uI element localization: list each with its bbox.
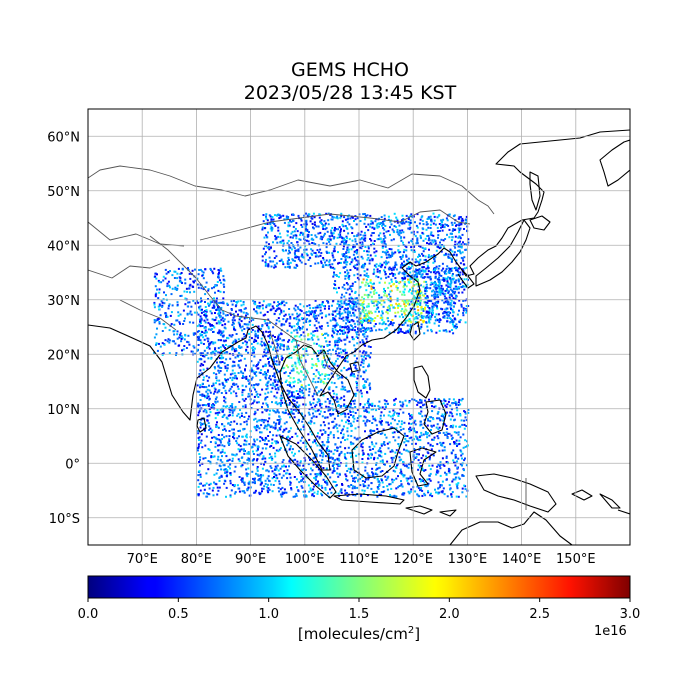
sulawesi-coastline [409, 447, 437, 487]
lon-tick-label: 90°E [235, 552, 266, 567]
lon-tick-label: 120°E [393, 552, 433, 567]
lon-tick-labels: 70°E 80°E 90°E 100°E 110°E 120°E 130°E 140°E 150… [127, 552, 596, 567]
lon-tick-label: 70°E [127, 552, 158, 567]
lat-tick-labels: 60°N 50°N 40°N 30°N 20°N 10°N 0° 10°S [47, 130, 80, 527]
asia-coastline [88, 129, 630, 471]
colorbar-tick-label: 0.5 [168, 607, 189, 622]
australia-coastline [449, 511, 573, 545]
lat-tick-label: 10°S [49, 512, 80, 527]
coastlines [88, 129, 630, 545]
unit-suffix: ] [414, 625, 421, 643]
lon-tick-label: 140°E [502, 552, 542, 567]
unit-power: 2 [407, 625, 415, 636]
map-frame [87, 108, 631, 546]
map-title: GEMS HCHO [290, 59, 410, 81]
taiwan-coastline [409, 321, 421, 341]
lon-tick-label: 100°E [285, 552, 325, 567]
lat-tick-label: 0° [65, 457, 80, 472]
java-coastline [333, 493, 405, 505]
lat-tick-label: 40°N [47, 239, 80, 254]
colorbar-unit-label: [molecules/cm2] [0, 625, 700, 643]
lon-tick-label: 150°E [556, 552, 596, 567]
border-mongolia [199, 209, 471, 241]
colorbar-tick-label: 2.0 [439, 607, 460, 622]
map-subtitle: 2023/05/28 13:45 KST [243, 82, 457, 104]
colorbar-tick-label: 3.0 [620, 607, 641, 622]
country-borders [88, 165, 527, 510]
lon-tick-label: 130°E [448, 552, 488, 567]
solomon-coastline [571, 489, 630, 515]
hcho-data-layer [153, 212, 470, 498]
sri-lanka-coastline [196, 417, 207, 433]
philippines-coastline [413, 365, 447, 435]
new-guinea-coastline [475, 473, 557, 513]
sakhalin-coastline [529, 171, 541, 211]
borneo-coastline [351, 427, 405, 479]
colorbar-ticks: 0.0 0.5 1.0 1.5 2.0 2.5 3.0 [78, 598, 641, 622]
lat-tick-label: 30°N [47, 294, 80, 309]
border-russia [88, 165, 495, 215]
lat-tick-label: 20°N [47, 348, 80, 363]
lat-tick-label: 50°N [47, 185, 80, 200]
lon-tick-label: 80°E [181, 552, 212, 567]
colorbar-tick-label: 1.5 [349, 607, 370, 622]
hokkaido-coastline [529, 215, 551, 231]
colorbar-tick-label: 2.5 [529, 607, 550, 622]
japan-coastline [475, 219, 531, 287]
kamchatka-coastline [599, 139, 630, 187]
lat-tick-label: 10°N [47, 403, 80, 418]
lon-tick-label: 110°E [339, 552, 379, 567]
border-central-asia [88, 221, 185, 331]
timor-coastline [405, 505, 457, 517]
colorbar-tick-label: 0.0 [78, 607, 99, 622]
colorbar-gradient [87, 575, 631, 599]
unit-prefix: [molecules/cm [297, 625, 408, 643]
graticule [88, 109, 630, 545]
border-china-west [149, 235, 313, 347]
lat-tick-label: 60°N [47, 130, 80, 145]
hainan-coastline [349, 361, 361, 373]
colorbar-tick-label: 1.0 [258, 607, 279, 622]
colorbar-exponent: 1e16 [594, 624, 627, 639]
